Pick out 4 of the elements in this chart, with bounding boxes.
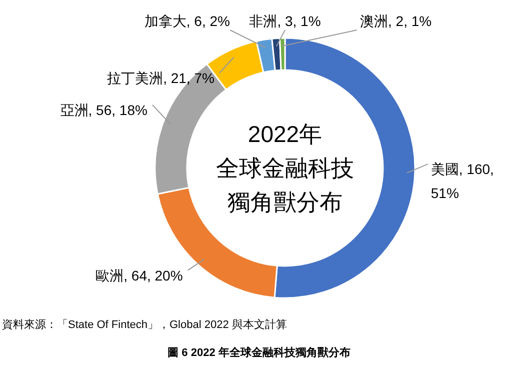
caption: 圖 6 2022 年全球金融科技獨角獸分布 xyxy=(168,347,350,359)
subtitle: 全球金融科技獨角獸分布 xyxy=(216,155,354,215)
note: 資料來源：「State Of Fintech」，Global 2022 與本文計算 xyxy=(2,319,287,331)
title: 2022年 xyxy=(248,121,322,147)
